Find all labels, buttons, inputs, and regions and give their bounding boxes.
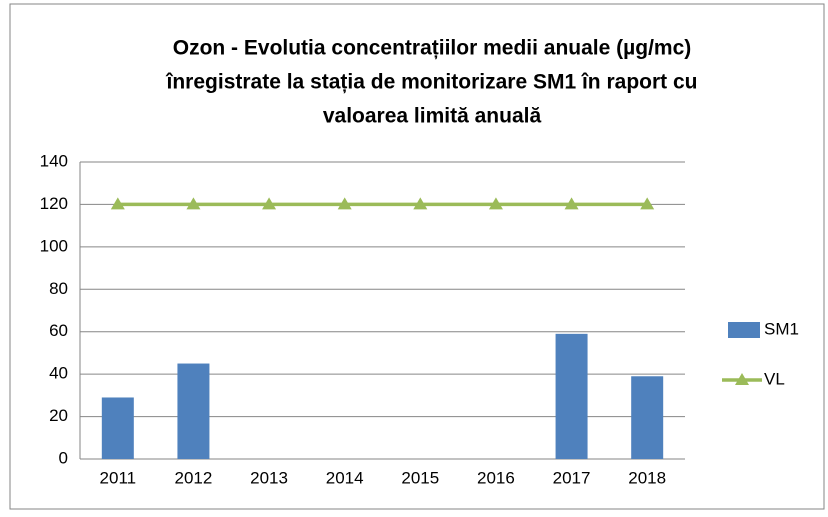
- y-tick-label: 100: [40, 236, 68, 255]
- x-tick-label: 2013: [250, 468, 288, 487]
- line-marker: [488, 197, 503, 210]
- legend-label: VL: [764, 369, 785, 388]
- x-tick-label: 2012: [175, 468, 213, 487]
- chart-title: valoarea limită anuală: [323, 105, 542, 128]
- bar: [555, 333, 588, 459]
- y-tick-label: 40: [49, 364, 68, 383]
- bar: [631, 376, 664, 459]
- line-marker: [262, 197, 277, 210]
- line-marker: [413, 197, 428, 210]
- legend-marker: [735, 373, 749, 385]
- line-marker: [110, 197, 125, 210]
- chart-border: [9, 3, 825, 510]
- chart-title: înregistrate la stația de monitorizare S…: [166, 71, 698, 94]
- y-tick-label: 120: [40, 194, 68, 213]
- line-marker: [564, 197, 579, 210]
- y-tick-label: 20: [49, 406, 68, 425]
- bar: [177, 363, 210, 459]
- line-marker: [337, 197, 352, 210]
- y-tick-label: 60: [49, 321, 68, 340]
- y-tick-label: 80: [49, 279, 68, 298]
- legend-swatch: [728, 322, 760, 338]
- chart-title: Ozon - Evolutia concentrațiilor medii an…: [173, 37, 692, 60]
- y-tick-label: 0: [59, 448, 68, 467]
- line-marker: [186, 197, 201, 210]
- bar: [101, 397, 134, 459]
- x-tick-label: 2014: [326, 468, 364, 487]
- legend-label: SM1: [764, 319, 799, 338]
- x-tick-label: 2016: [477, 468, 515, 487]
- x-tick-label: 2011: [100, 468, 137, 487]
- x-tick-label: 2015: [401, 468, 439, 487]
- x-tick-label: 2017: [553, 468, 591, 487]
- line-marker: [640, 197, 655, 210]
- y-tick-label: 140: [40, 151, 68, 170]
- x-tick-label: 2018: [628, 468, 666, 487]
